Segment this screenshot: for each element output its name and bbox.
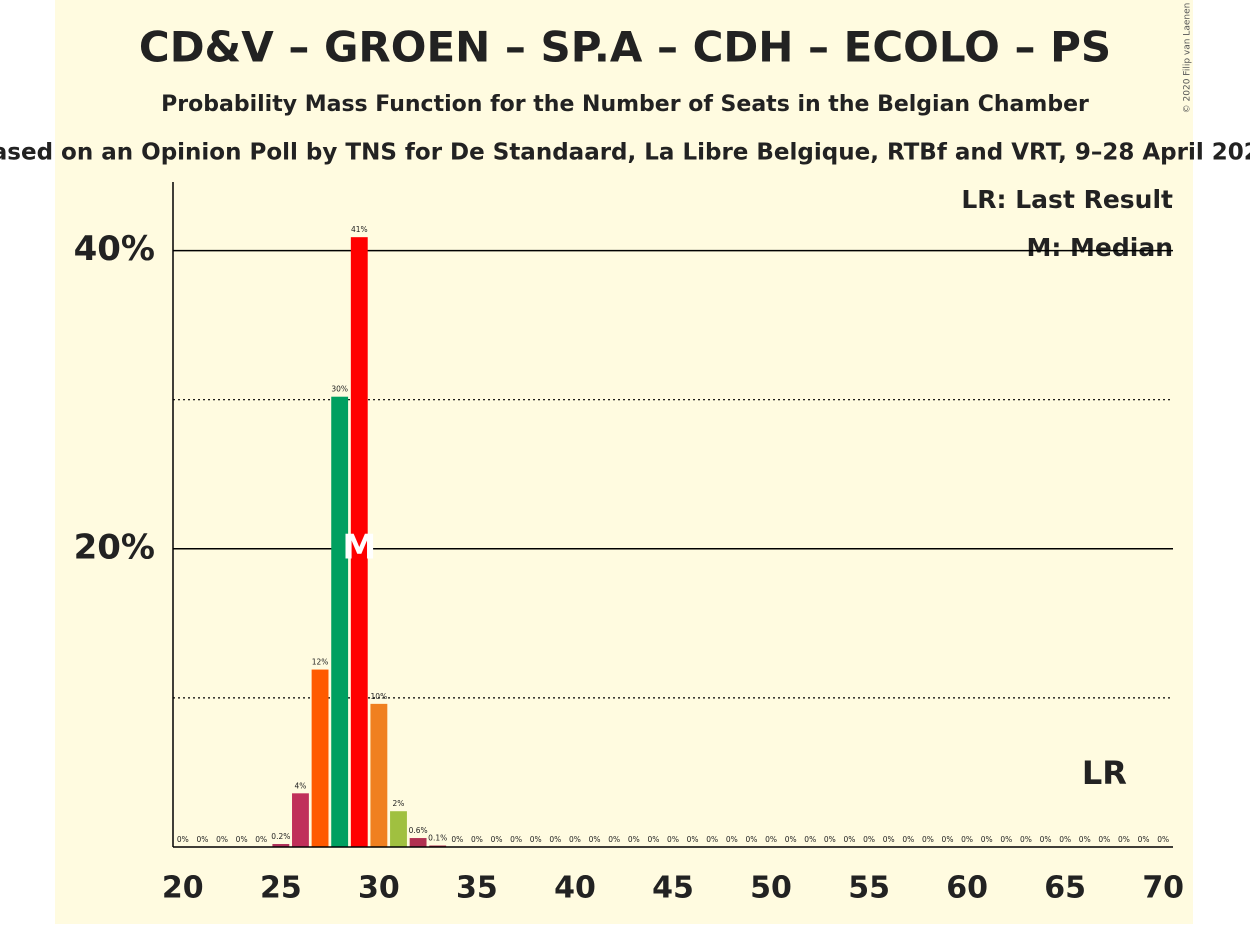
value-label: 0%: [255, 835, 267, 844]
bar: [390, 811, 407, 847]
value-label: 0%: [628, 835, 640, 844]
value-label: 0%: [667, 835, 679, 844]
value-label: 0%: [804, 835, 816, 844]
x-tick-label: 35: [456, 871, 498, 906]
value-label: 0%: [942, 835, 954, 844]
value-label: 0%: [922, 835, 934, 844]
bar: [370, 703, 388, 847]
legend-entry: M: Median: [1026, 233, 1173, 262]
value-label: 0%: [1000, 835, 1012, 844]
value-label: 0%: [961, 835, 973, 844]
value-label: 0%: [491, 835, 503, 844]
background: [55, 0, 1193, 924]
value-label: 0%: [177, 835, 189, 844]
value-label: 0%: [1118, 835, 1130, 844]
x-tick-label: 50: [750, 871, 792, 906]
value-label: 0%: [1079, 835, 1091, 844]
value-label: 30%: [331, 385, 348, 394]
value-label: 0%: [510, 835, 522, 844]
value-label: 0%: [981, 835, 993, 844]
value-label: 0%: [549, 835, 561, 844]
value-label: 0%: [196, 835, 208, 844]
value-label: 0.6%: [409, 826, 428, 835]
value-label: 4%: [294, 781, 306, 790]
value-label: 0%: [844, 835, 856, 844]
value-label: 0%: [589, 835, 601, 844]
x-tick-label: 20: [162, 871, 204, 906]
bar: [409, 838, 427, 847]
value-label: 0%: [569, 835, 581, 844]
value-label: 0.1%: [428, 834, 447, 843]
value-label: 0.2%: [271, 832, 290, 841]
value-label: 0%: [863, 835, 875, 844]
value-label: 0%: [471, 835, 483, 844]
chart-subtitle: Probability Mass Function for the Number…: [161, 92, 1089, 117]
x-tick-label: 25: [260, 871, 302, 906]
value-label: 0%: [883, 835, 895, 844]
value-label: 0%: [1138, 835, 1150, 844]
value-label: 0%: [530, 835, 542, 844]
x-tick-label: 65: [1044, 871, 1086, 906]
value-label: 0%: [1040, 835, 1052, 844]
x-tick-label: 70: [1142, 871, 1184, 906]
x-tick-label: 40: [554, 871, 596, 906]
value-label: 0%: [451, 835, 463, 844]
bar: [292, 793, 309, 847]
value-label: 12%: [312, 658, 329, 667]
x-tick-label: 60: [946, 871, 988, 906]
value-label: 0%: [726, 835, 738, 844]
y-tick-label: 40%: [74, 229, 155, 269]
value-label: 0%: [824, 835, 836, 844]
value-label: 0%: [608, 835, 620, 844]
chart-title: CD&V – GROEN – SP.A – CDH – ECOLO – PS: [139, 23, 1111, 72]
value-label: 0%: [1020, 835, 1032, 844]
value-label: 0%: [647, 835, 659, 844]
chart-source: Based on an Opinion Poll by TNS for De S…: [0, 140, 1250, 166]
bar: [311, 669, 329, 847]
value-label: 10%: [371, 692, 388, 701]
legend-entry: LR: Last Result: [961, 185, 1173, 214]
x-tick-label: 30: [358, 871, 400, 906]
x-tick-label: 45: [652, 871, 694, 906]
value-label: 2%: [393, 799, 405, 808]
value-label: 0%: [745, 835, 757, 844]
value-label: 0%: [216, 835, 228, 844]
value-label: 0%: [1098, 835, 1110, 844]
x-tick-label: 55: [848, 871, 890, 906]
value-label: 0%: [236, 835, 248, 844]
value-label: 0%: [902, 835, 914, 844]
copyright: © 2020 Filip van Laenen: [1183, 3, 1193, 114]
last-result-marker: LR: [1082, 754, 1127, 792]
value-label: 0%: [785, 835, 797, 844]
value-label: 0%: [687, 835, 699, 844]
value-label: 0%: [765, 835, 777, 844]
value-label: 41%: [351, 225, 368, 234]
bar: [331, 396, 349, 847]
y-tick-label: 20%: [74, 527, 155, 567]
bar: [272, 844, 290, 847]
value-label: 0%: [1157, 835, 1169, 844]
median-marker: M: [342, 527, 376, 567]
bar: [350, 237, 368, 848]
value-label: 0%: [1059, 835, 1071, 844]
value-label: 0%: [706, 835, 718, 844]
